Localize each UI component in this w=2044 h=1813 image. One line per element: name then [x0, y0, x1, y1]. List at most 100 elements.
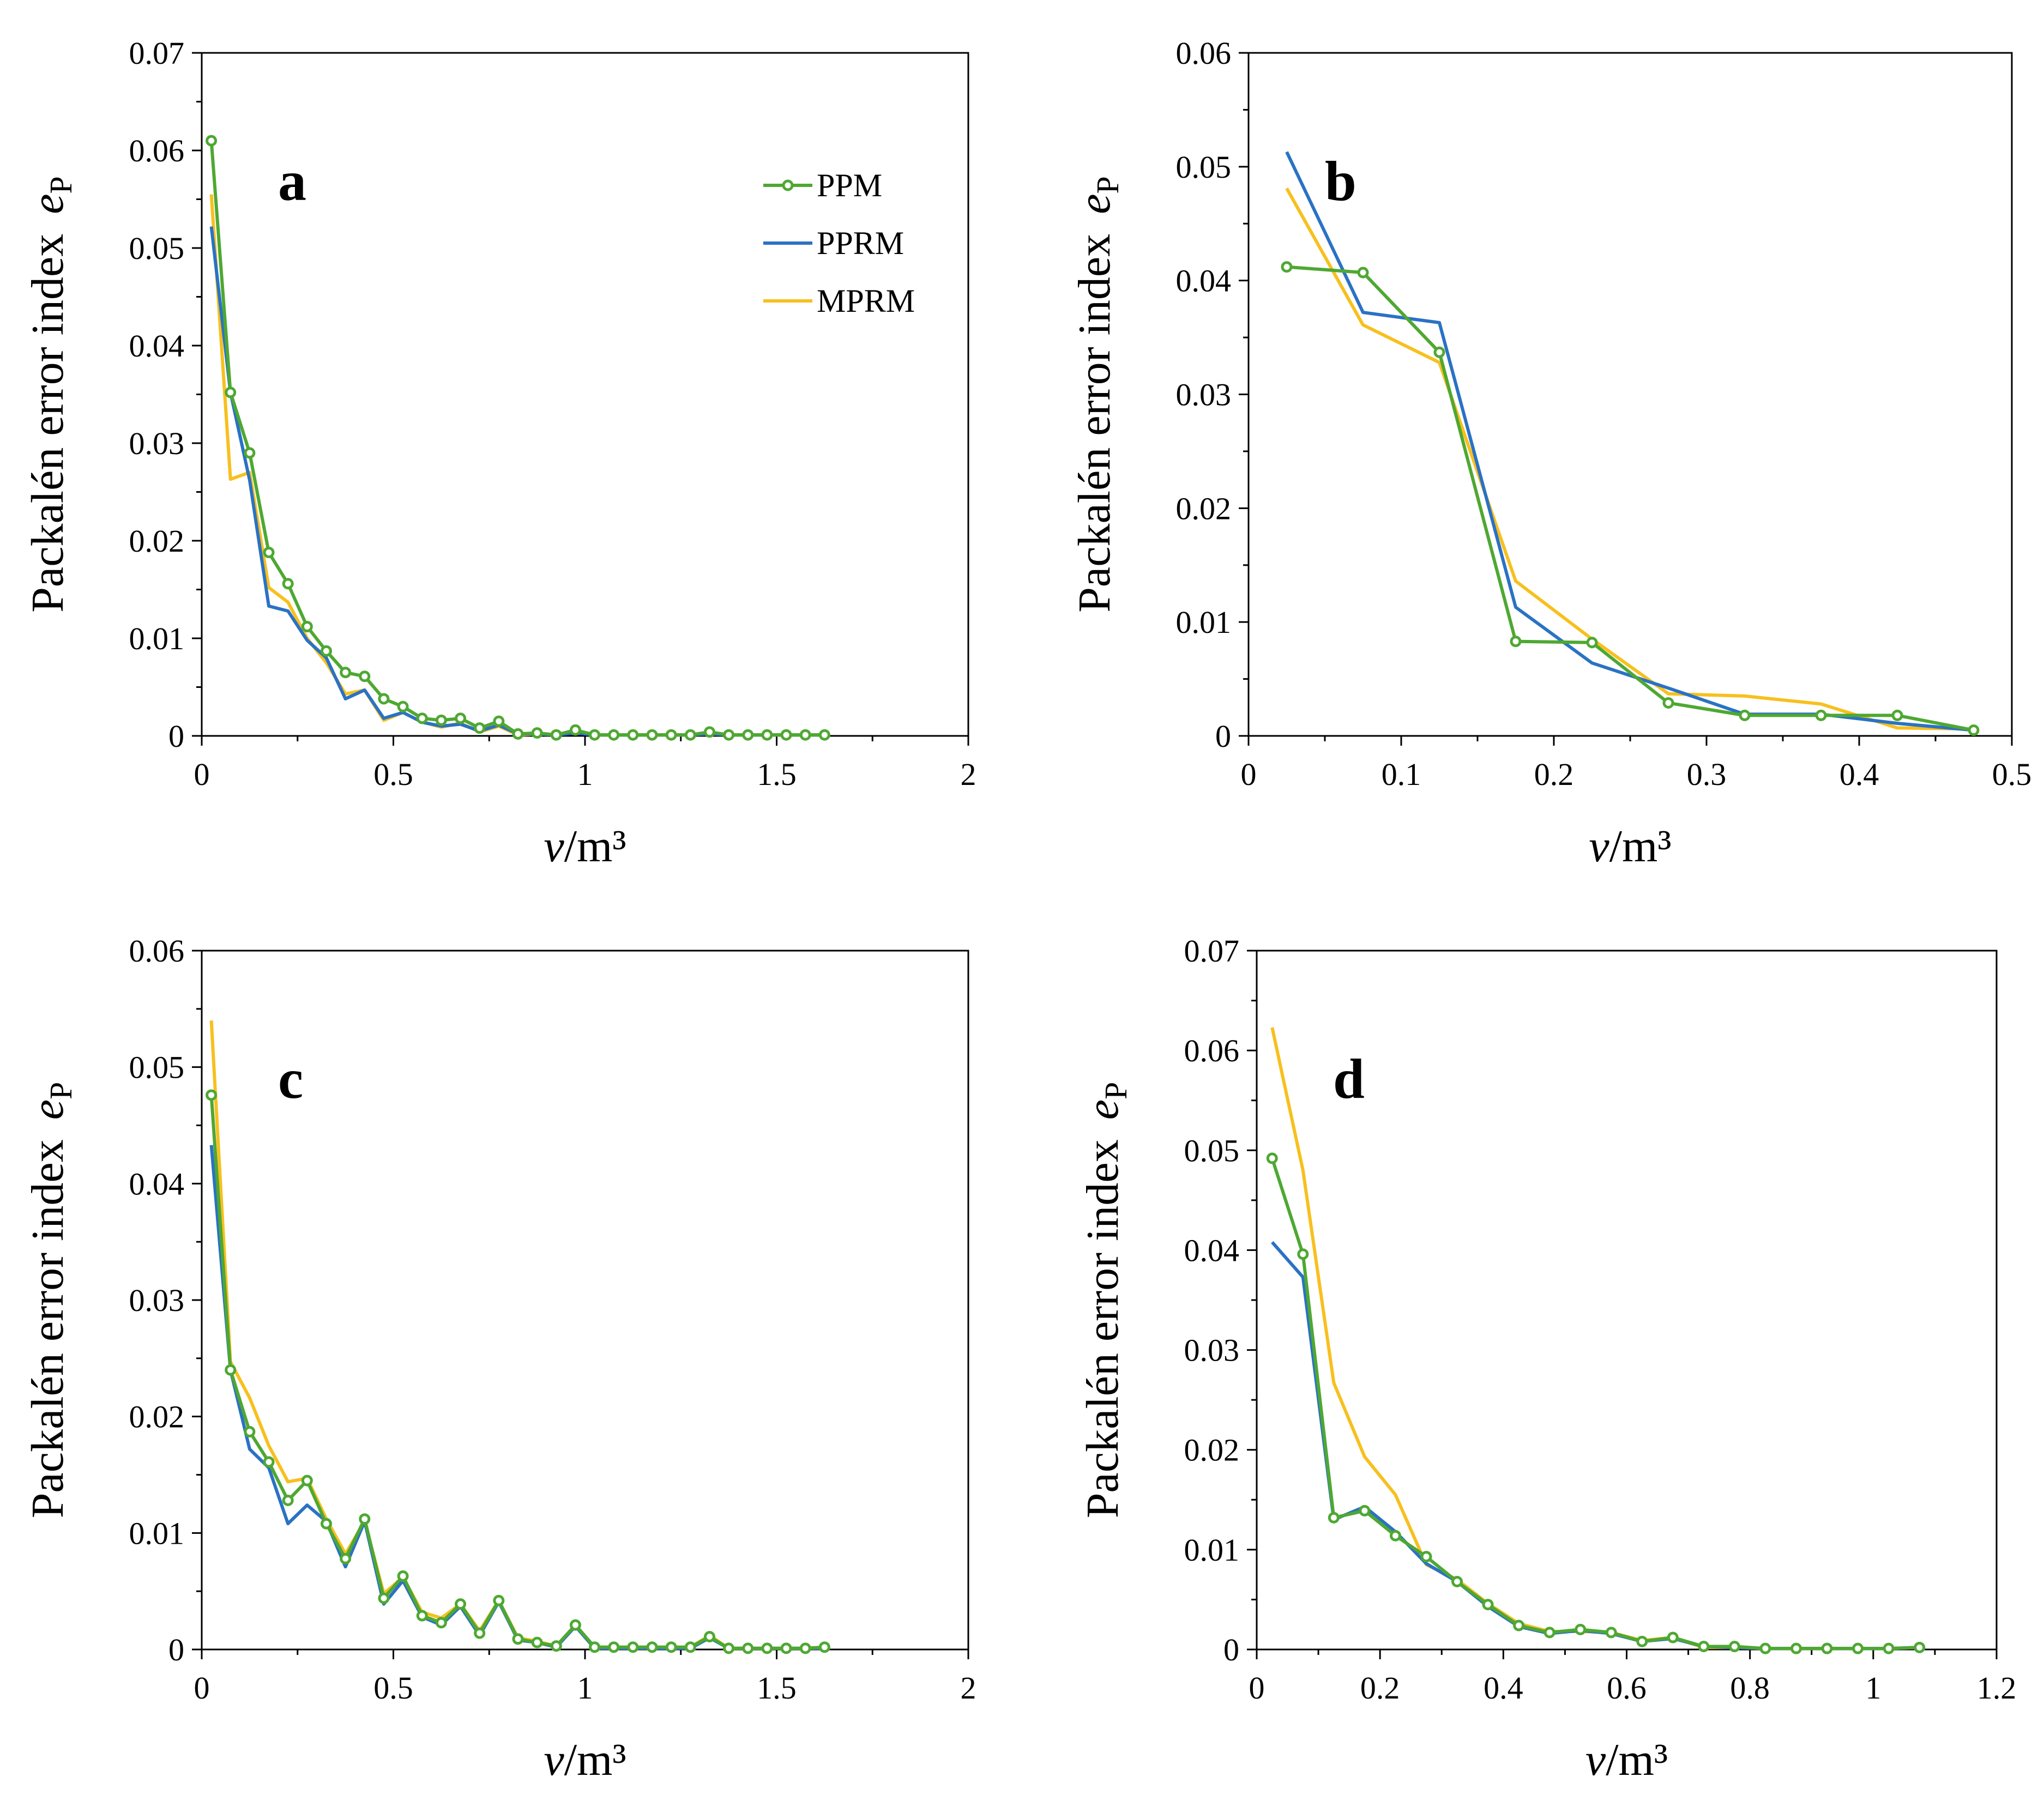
y-tick-label: 0.07: [1184, 933, 1240, 969]
data-point-ppm: [512, 728, 524, 740]
data-point-ppm: [320, 1518, 332, 1530]
data-point-ppm: [512, 1633, 524, 1645]
data-point-ppm: [340, 1552, 352, 1564]
y-tick-label: 0.03: [1176, 377, 1232, 413]
data-point-ppm: [1759, 1642, 1771, 1654]
data-point-ppm: [225, 386, 237, 398]
y-tick-label: 0.02: [129, 1399, 185, 1435]
y-tick-label: 0: [168, 1632, 184, 1667]
data-point-ppm: [1662, 697, 1674, 709]
x-axis-variable: v: [1585, 1735, 1606, 1785]
data-point-ppm: [1266, 1152, 1278, 1164]
y-tick-label: 0.01: [129, 1515, 185, 1551]
data-point-ppm: [474, 722, 486, 734]
data-point-ppm: [550, 1640, 562, 1652]
x-tick-label: 1: [577, 757, 593, 792]
x-tick-label: 0.8: [1730, 1670, 1770, 1706]
series-line-pprm: [209, 226, 825, 737]
plot-frame: [1247, 52, 2013, 737]
data-point-ppm: [378, 1592, 390, 1604]
data-point-ppm: [301, 1474, 313, 1486]
data-point-ppm: [723, 729, 735, 741]
data-point-ppm: [742, 729, 754, 741]
series-line-mprm: [1285, 188, 1974, 731]
panel-b: 0 0.01 0.02 0.03 0.04 0.05 0.06 0 0.1 0.2 0.3 0.4 0.…: [1069, 35, 2031, 872]
y-axis-subscript: P: [43, 176, 79, 194]
y-axis-title: Packalén error index eP: [22, 1082, 79, 1519]
data-point-ppm: [455, 712, 467, 724]
y-tick-label: 0.03: [129, 1283, 185, 1318]
data-point-ppm: [703, 726, 715, 738]
data-point-ppm: [646, 1641, 658, 1653]
data-point-ppm: [1891, 709, 1903, 721]
data-point-ppm: [340, 667, 352, 679]
data-point-ppm: [1852, 1642, 1864, 1654]
y-tick-label: 0.05: [129, 231, 185, 266]
data-point-ppm: [1790, 1642, 1802, 1654]
x-axis-title: v/m³: [544, 821, 626, 872]
data-point-ppm: [818, 729, 830, 741]
data-point-ppm: [627, 1641, 639, 1653]
y-axis-symbol: e: [22, 1099, 73, 1120]
y-axis-text: Packalén error index: [1077, 1139, 1128, 1518]
legend-label-mprm: MPRM: [817, 283, 915, 319]
y-axis-symbol: e: [1077, 1099, 1128, 1120]
x-tick-label: 0.5: [373, 1670, 413, 1706]
x-tick-label: 0.1: [1382, 757, 1421, 792]
data-point-ppm: [1968, 724, 1980, 736]
data-point-ppm: [263, 1456, 275, 1468]
x-tick-label: 0: [194, 757, 210, 792]
data-point-ppm: [780, 1642, 792, 1654]
data-point-ppm: [1586, 637, 1598, 649]
x-tick-label: 0.3: [1687, 757, 1727, 792]
data-point-ppm: [742, 1642, 754, 1654]
data-point-ppm: [397, 1570, 409, 1582]
series-line-ppm: [1270, 1157, 1920, 1651]
data-point-ppm: [1543, 1627, 1555, 1639]
data-point-ppm: [589, 1641, 601, 1653]
data-point-ppm: [244, 447, 256, 459]
y-tick-label: 0.01: [1176, 605, 1232, 640]
data-point-ppm: [1728, 1641, 1740, 1653]
y-tick-label: 0: [1215, 718, 1231, 754]
panel-c: 0 0.01 0.02 0.03 0.04 0.05 0.06 0 0.5 1 1.5 2 v/m³ Pa…: [22, 933, 976, 1785]
data-point-ppm: [320, 645, 332, 657]
legend-label-ppm: PPM: [817, 167, 882, 203]
data-point-ppm: [474, 1627, 486, 1639]
legend-label-pprm: PPRM: [817, 225, 904, 261]
plot-frame: [201, 52, 969, 737]
x-tick-label: 0.2: [1360, 1670, 1400, 1706]
panel-letter: d: [1333, 1048, 1365, 1110]
y-axis-subscript: P: [43, 1082, 79, 1099]
data-point-ppm: [416, 1610, 428, 1622]
x-tick-label: 0: [194, 1670, 210, 1706]
y-axis-text: Packalén error index: [22, 234, 73, 613]
data-point-ppm: [627, 729, 639, 741]
y-tick-label: 0.07: [129, 35, 185, 71]
y-tick-label: 0: [1223, 1632, 1239, 1667]
data-point-ppm: [1575, 1623, 1587, 1635]
data-point-ppm: [1883, 1642, 1895, 1654]
x-axis-variable: v: [544, 1735, 564, 1785]
data-point-ppm: [665, 1641, 677, 1653]
series-line-ppm: [209, 140, 825, 737]
y-tick-label: 0.06: [1184, 1033, 1240, 1068]
data-point-ppm: [359, 1513, 371, 1525]
x-tick-label: 1.2: [1977, 1670, 2017, 1706]
data-point-ppm: [550, 729, 562, 741]
y-tick-label: 0.04: [129, 328, 185, 364]
data-point-ppm: [1636, 1635, 1648, 1647]
y-tick-label: 0.02: [1176, 491, 1232, 526]
x-tick-label: 0.5: [373, 757, 413, 792]
x-axis-unit: /m³: [564, 1735, 626, 1785]
y-axis-symbol: e: [22, 194, 73, 214]
y-axis-subscript: P: [1098, 1082, 1133, 1099]
data-point-ppm: [244, 1425, 256, 1437]
data-point-ppm: [1389, 1530, 1401, 1542]
y-tick-label: 0.01: [1184, 1532, 1240, 1568]
data-point-ppm: [531, 1636, 543, 1648]
data-point-ppm: [589, 729, 601, 741]
x-tick-label: 0: [1249, 1670, 1265, 1706]
y-tick-label: 0.05: [129, 1050, 185, 1085]
